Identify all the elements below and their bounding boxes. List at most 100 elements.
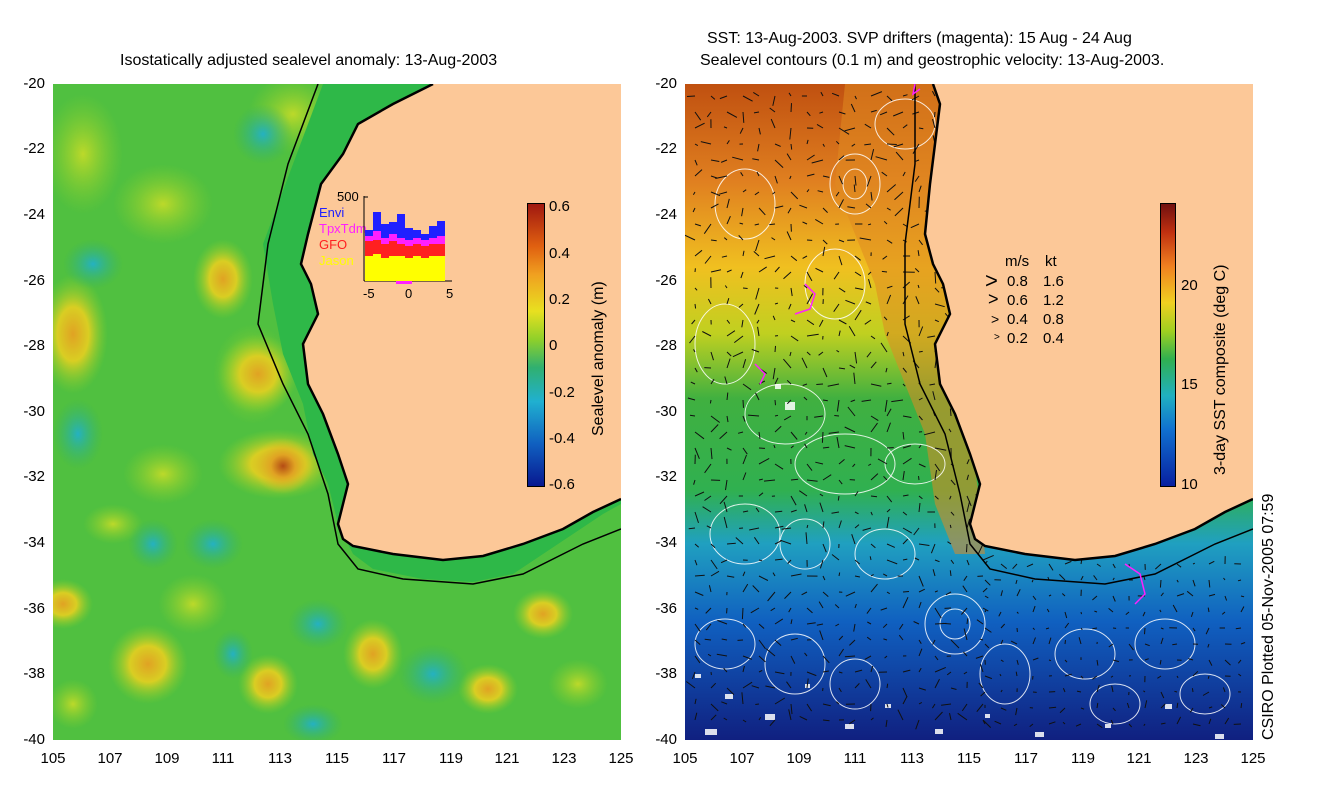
y-tick: -22 [655,140,677,157]
velocity-arrow [819,559,824,569]
velocity-arrow [694,639,701,645]
velocity-arrow [758,669,763,673]
velocity-arrow [886,382,892,385]
velocity-arrow [742,454,747,465]
velocity-arrow [1032,627,1035,631]
velocity-arrow [816,623,824,626]
velocity-arrow [790,703,793,715]
velocity-arrow [694,511,699,524]
velocity-arrow [1143,723,1146,726]
velocity-arrow [837,495,840,501]
velocity-arrow [854,683,860,689]
velocity-arrow [918,350,923,353]
velocity-arrow [806,622,816,625]
velocity-arrow [866,607,872,614]
velocity-arrow [774,463,784,470]
y-tick: -24 [655,206,677,223]
velocity-arrow [950,639,960,649]
velocity-arrow [772,95,776,106]
legend-ms-value: 0.8 [1007,273,1028,290]
velocity-arrow [742,399,744,408]
velocity-arrow [838,155,845,161]
velocity-arrow [694,122,705,129]
velocity-arrow [688,527,696,530]
velocity-arrow [726,216,731,225]
velocity-arrow [710,159,720,162]
velocity-arrow [1064,560,1072,565]
velocity-arrow [1032,657,1039,661]
velocity-arrow [755,287,760,300]
velocity-arrow [1176,579,1179,583]
velocity-arrow [1144,700,1148,709]
velocity-arrow [1208,706,1213,709]
velocity-arrow [758,266,767,273]
velocity-arrow [982,607,989,612]
x-tick: 123 [551,750,577,767]
velocity-arrow [1032,605,1036,613]
velocity-arrow [710,378,715,385]
velocity-arrow [1160,703,1166,709]
velocity-arrow [787,207,792,214]
legend-envi: Envi [319,205,345,220]
velocity-arrow [849,639,856,646]
velocity-arrow [694,698,697,705]
y-tick: -22 [23,140,45,157]
velocity-arrow [975,655,984,659]
velocity-arrow [822,474,832,481]
velocity-arrow [870,191,873,201]
velocity-arrow [966,500,971,513]
velocity-arrow [804,652,808,657]
velocity-arrow [710,203,719,209]
legend-gfo: GFO [319,237,348,252]
velocity-arrow [949,495,952,500]
velocity-arrow [1160,691,1165,699]
velocity-arrow [864,143,872,146]
velocity-arrow [774,266,780,273]
velocity-arrow [710,570,720,577]
velocity-arrow [910,223,920,229]
velocity-arrow [950,687,957,690]
velocity-arrow [1064,622,1070,629]
velocity-arrow [962,585,968,593]
velocity-arrow [902,527,913,534]
velocity-arrow [838,520,842,529]
velocity-arrow [918,687,926,691]
velocity-arrow [740,172,744,177]
velocity-arrow [685,234,696,241]
velocity-arrow [886,591,890,595]
velocity-arrow [886,543,895,548]
velocity-arrow [918,601,922,609]
velocity-arrow [694,607,699,610]
velocity-arrow [771,237,776,241]
legend-jason: Jason [319,253,354,268]
velocity-arrow [693,349,696,353]
velocity-arrow [818,319,824,327]
velocity-arrow [1207,675,1210,679]
velocity-arrow [1092,675,1098,680]
velocity-arrow [850,399,856,403]
velocity-arrow [702,506,712,513]
velocity-arrow [790,478,799,481]
colorbar-tick: 10 [1181,476,1198,493]
x-tick: 107 [729,750,755,767]
velocity-arrow [867,223,872,226]
velocity-arrow [1240,703,1243,709]
velocity-arrow [963,628,968,641]
velocity-arrow [821,431,824,443]
velocity-arrow [803,285,808,289]
velocity-arrow [932,391,936,401]
velocity-arrow [870,91,883,97]
velocity-arrow [783,415,792,421]
velocity-arrow [1064,659,1068,663]
velocity-arrow [710,703,719,712]
velocity-arrow [870,717,874,721]
velocity-arrow [1160,627,1164,630]
y-tick: -34 [655,534,677,551]
velocity-arrow [870,495,878,498]
velocity-arrow [723,501,728,513]
velocity-arrow [1202,691,1210,696]
velocity-arrow [710,424,719,433]
velocity-arrow [883,475,888,481]
velocity-arrow [877,458,888,465]
velocity-arrow [704,255,712,264]
